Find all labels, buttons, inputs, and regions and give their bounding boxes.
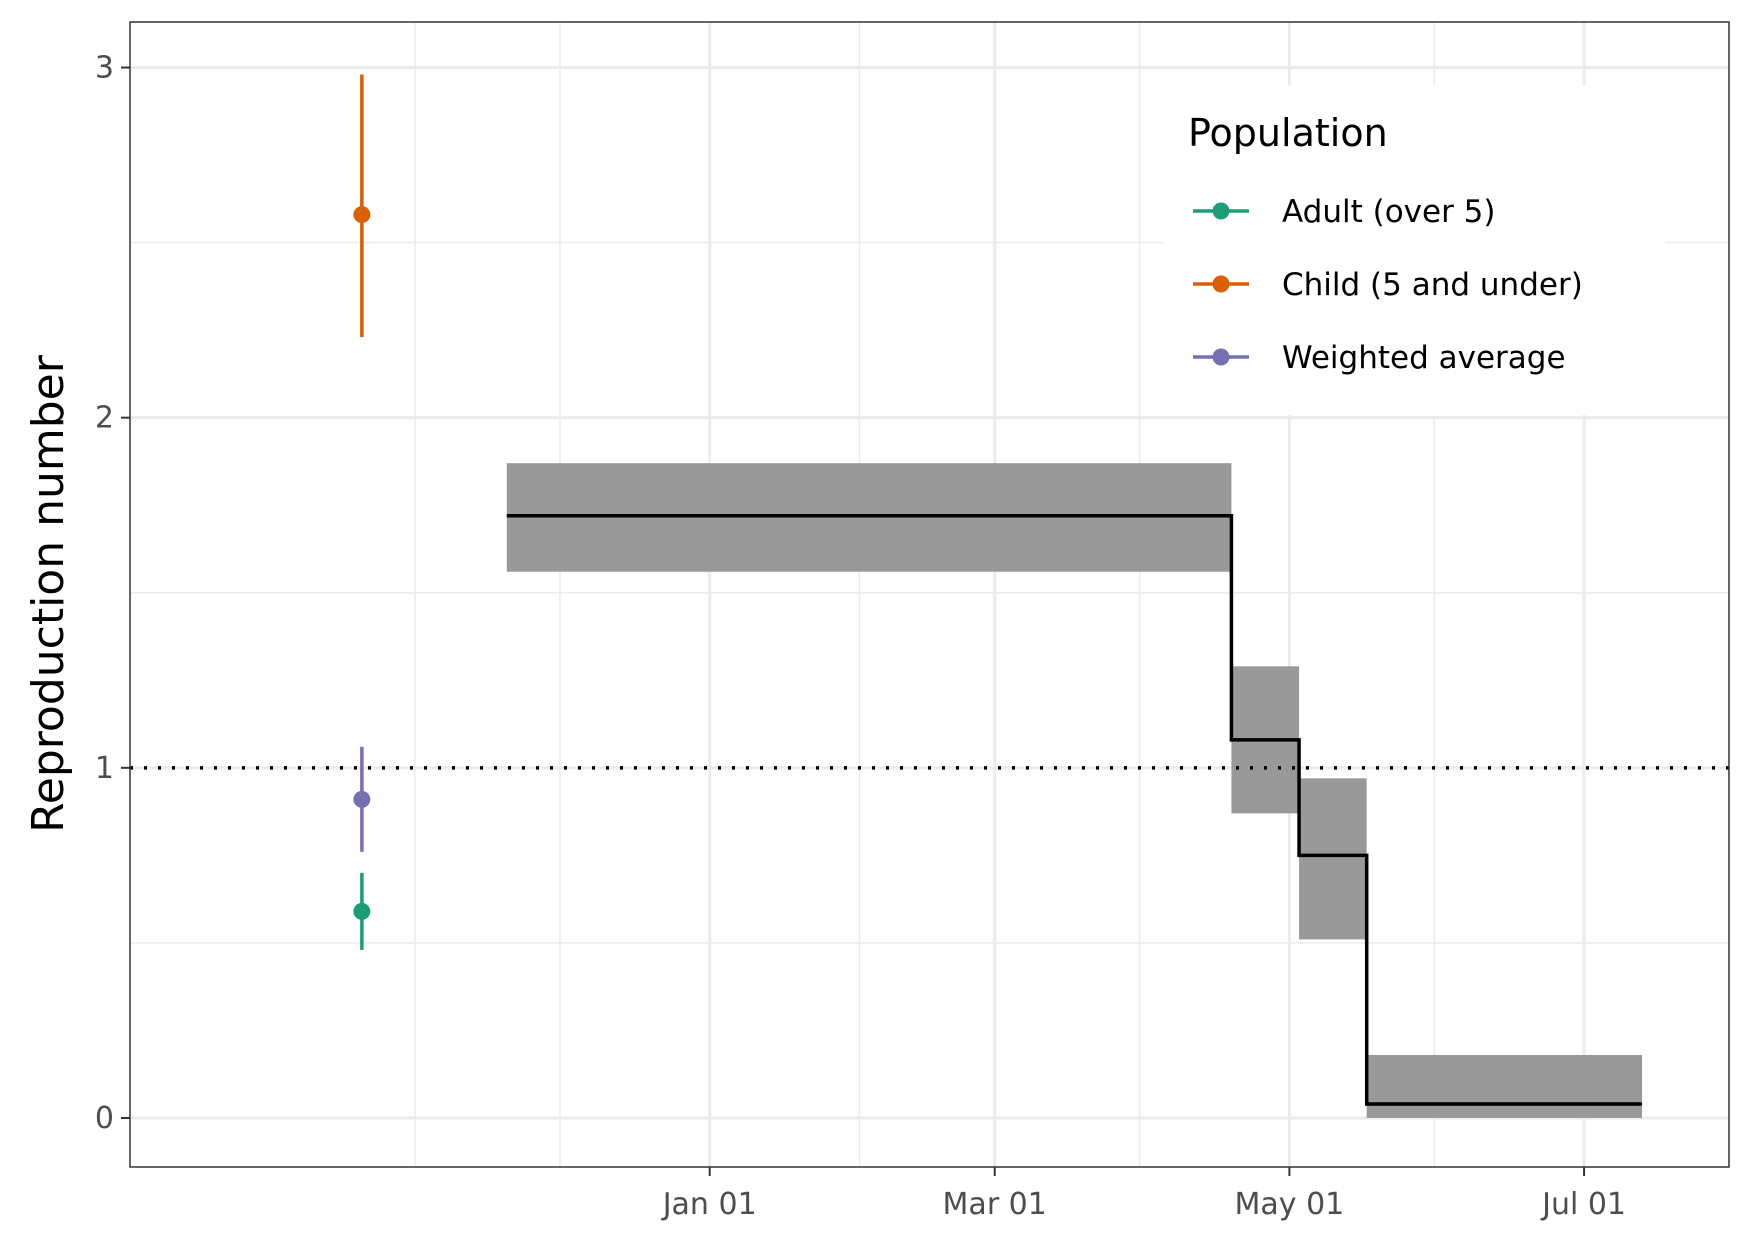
legend-label: Adult (over 5) [1282,194,1496,230]
confidence-bands [506,463,1643,1118]
data-point [353,902,371,920]
confidence-band [1366,1054,1643,1118]
legend-key-point [1212,275,1230,293]
point-series [353,74,371,950]
confidence-band [506,463,1232,572]
legend-key-point [1212,348,1230,366]
x-tick-label: Jul 01 [1540,1187,1626,1222]
legend-label: Weighted average [1282,340,1566,376]
data-point [353,206,371,224]
data-point [353,790,371,808]
legend-key-point [1212,202,1230,220]
x-tick-label: May 01 [1235,1187,1345,1222]
x-axis: Jan 01 Mar 01 May 01 Jul 01 [661,1167,1626,1222]
step-line [506,513,1643,1106]
legend-label: Child (5 and under) [1282,267,1583,303]
y-axis: 0 1 2 3 [95,51,130,1136]
y-axis-title: Reproduction number [23,354,74,833]
confidence-band [1299,778,1367,940]
panel-border [129,21,1730,1168]
legend-title: Population [1188,111,1388,155]
y-tick-label: 2 [95,401,114,436]
y-tick-label: 1 [95,751,114,786]
y-tick-label: 3 [95,51,114,86]
y-tick-label: 0 [95,1101,114,1136]
legend-background [1164,85,1665,415]
x-tick-label: Jan 01 [661,1187,757,1222]
legend-items: Adult (over 5) Child (5 and under) Weighte… [1193,194,1583,376]
legend: Population Adult (over 5) Child (5 and un… [1164,85,1665,415]
x-tick-label: Mar 01 [943,1187,1047,1222]
